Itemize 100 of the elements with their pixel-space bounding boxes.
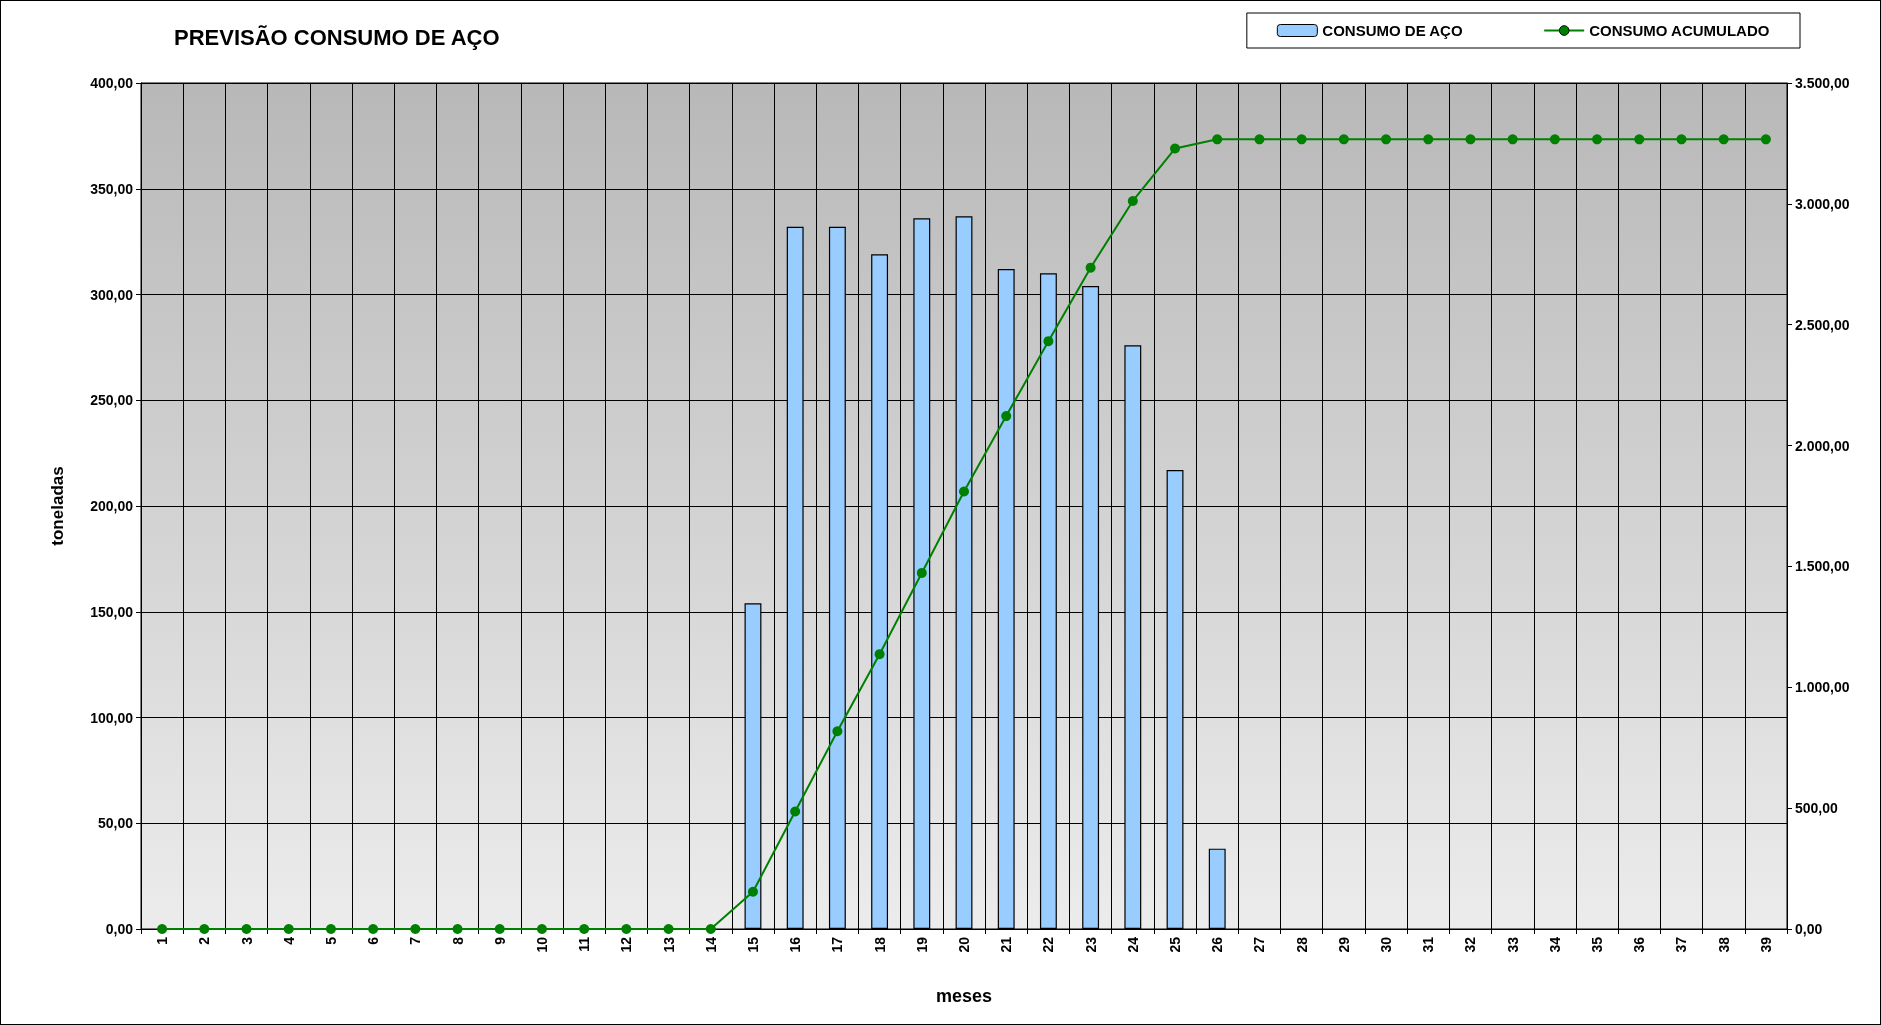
x-tick-label: 3: [238, 936, 255, 945]
legend-label: CONSUMO ACUMULADO: [1589, 22, 1770, 39]
legend-label: CONSUMO DE AÇO: [1322, 22, 1463, 39]
x-tick-label: 15: [744, 936, 761, 953]
x-tick-label: 38: [1715, 936, 1732, 953]
x-axis-title: meses: [935, 986, 993, 1006]
point: [1592, 134, 1603, 145]
y-tick-label: 400,00: [90, 75, 134, 91]
point: [1423, 134, 1434, 145]
x-tick-label: 35: [1589, 936, 1606, 953]
point: [1718, 134, 1729, 145]
x-tick-label: 14: [702, 936, 719, 953]
point: [1676, 134, 1687, 145]
x-tick-label: 34: [1546, 936, 1563, 953]
point: [1127, 195, 1138, 206]
x-tick-label: 28: [1293, 936, 1310, 953]
x-tick-label: 30: [1378, 936, 1395, 953]
x-tick-label: 4: [280, 936, 297, 945]
x-tick-label: 17: [829, 936, 846, 953]
x-tick-label: 10: [533, 936, 550, 953]
x-tick-label: 1: [154, 936, 171, 945]
y-tick-label: 300,00: [90, 286, 134, 303]
point: [325, 924, 336, 934]
x-tick-label: 12: [618, 936, 635, 953]
point: [494, 924, 505, 934]
point: [157, 924, 168, 934]
point: [199, 924, 210, 934]
x-tick-label: 2: [196, 936, 213, 945]
x-tick-label: 5: [322, 936, 339, 945]
y2-tick-label: 3.500,00: [1795, 75, 1850, 91]
y2-tick-label: 500,00: [1795, 800, 1839, 817]
point: [1338, 134, 1349, 145]
x-tick-label: 7: [407, 936, 424, 945]
point: [1296, 134, 1307, 145]
x-tick-label: 22: [1040, 936, 1057, 953]
point: [747, 886, 758, 897]
point: [579, 924, 590, 934]
x-tick-label: 9: [491, 936, 508, 945]
x-tick-label: 24: [1124, 936, 1141, 953]
y-tick-label: 100,00: [90, 709, 134, 726]
chart-title: PREVISÃO CONSUMO DE AÇO: [174, 24, 500, 50]
point: [959, 486, 969, 497]
point: [1549, 134, 1560, 145]
point: [1507, 134, 1518, 145]
x-tick-label: 37: [1673, 936, 1690, 953]
point: [621, 924, 632, 934]
point: [1170, 143, 1181, 154]
y-tick-label: 200,00: [90, 498, 134, 514]
point: [916, 567, 927, 578]
x-tick-label: 23: [1082, 936, 1099, 953]
point: [790, 806, 801, 817]
x-tick-label: 27: [1251, 936, 1268, 953]
x-tick-label: 26: [1209, 936, 1226, 953]
y2-tick-label: 2.500,00: [1795, 316, 1850, 333]
x-tick-label: 20: [956, 936, 972, 953]
x-tick-label: 21: [998, 936, 1015, 953]
x-tick-label: 11: [576, 936, 593, 952]
y2-tick-label: 2.000,00: [1795, 437, 1850, 454]
point: [1085, 262, 1096, 273]
x-tick-label: 29: [1335, 936, 1352, 953]
x-tick-label: 36: [1631, 936, 1648, 953]
x-tick-label: 18: [871, 936, 888, 953]
x-tick-label: 39: [1757, 936, 1774, 953]
point: [241, 924, 252, 934]
point: [410, 924, 421, 934]
y-tick-label: 50,00: [97, 815, 134, 832]
x-tick-label: 13: [660, 936, 677, 953]
y2-tick-label: 0,00: [1795, 921, 1823, 937]
y-tick-label: 150,00: [90, 603, 134, 620]
x-tick-label: 8: [449, 936, 466, 945]
point: [1001, 411, 1012, 422]
x-tick-label: 6: [365, 936, 382, 945]
point: [368, 924, 379, 934]
point: [1634, 134, 1645, 145]
point: [283, 924, 294, 934]
point: [536, 924, 547, 934]
point: [832, 726, 843, 737]
x-tick-label: 31: [1420, 936, 1437, 953]
x-tick-label: 16: [787, 936, 804, 953]
x-tick-label: 33: [1504, 936, 1521, 953]
point: [1254, 134, 1265, 145]
point: [874, 649, 885, 660]
point: [452, 924, 463, 934]
x-tick-label: 25: [1167, 936, 1184, 953]
y-tick-label: 0,00: [105, 921, 134, 937]
point: [1465, 134, 1476, 145]
x-tick-label: 19: [913, 936, 930, 953]
y2-tick-label: 3.000,00: [1795, 195, 1850, 212]
point: [1212, 134, 1223, 145]
y2-tick-label: 1.500,00: [1795, 558, 1850, 575]
y-tick-label: 350,00: [90, 180, 134, 197]
point: [1043, 336, 1054, 347]
point: [1760, 134, 1771, 145]
point: [663, 924, 674, 934]
y-axis-title: toneladas: [48, 466, 67, 546]
point: [705, 924, 716, 934]
x-tick-label: 32: [1462, 936, 1479, 953]
point: [1381, 134, 1392, 145]
y2-tick-label: 1.000,00: [1795, 679, 1850, 696]
y-tick-label: 250,00: [90, 392, 134, 409]
